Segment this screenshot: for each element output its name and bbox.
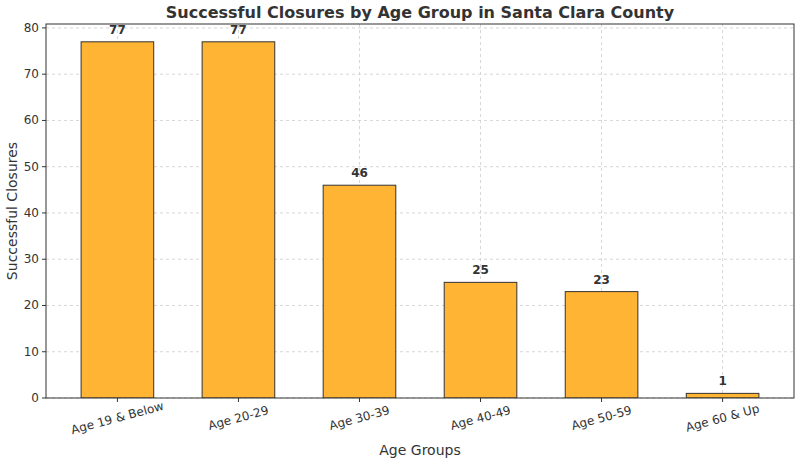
data-label: 77 — [109, 23, 126, 37]
y-axis-label: Successful Closures — [4, 142, 20, 280]
x-tick — [117, 398, 118, 402]
data-label: 46 — [351, 166, 368, 180]
chart-container: 7777462523101020304050607080Age 19 & Bel… — [0, 0, 800, 464]
x-tick — [480, 398, 481, 402]
bar — [81, 42, 154, 398]
x-tick-label: Age 50-59 — [570, 403, 633, 433]
bar — [323, 185, 396, 398]
bars — [81, 42, 759, 398]
y-tick — [42, 351, 46, 352]
y-tick — [42, 259, 46, 260]
y-grid-line — [46, 351, 794, 352]
y-grid-line — [46, 259, 794, 260]
y-tick-label: 70 — [24, 67, 39, 81]
x-tick — [238, 398, 239, 402]
data-label: 77 — [230, 23, 247, 37]
chart-svg: 7777462523101020304050607080Age 19 & Bel… — [0, 0, 800, 464]
y-tick — [42, 120, 46, 121]
bar — [444, 282, 517, 398]
bar — [202, 42, 275, 398]
data-label: 25 — [472, 263, 489, 277]
y-tick-label: 30 — [24, 252, 39, 266]
y-tick-label: 10 — [24, 345, 39, 359]
bar — [686, 393, 759, 398]
x-tick-label: Age 60 & Up — [684, 401, 761, 434]
y-grid-line — [46, 212, 794, 213]
y-grid-line — [46, 120, 794, 121]
y-grid-line — [46, 27, 794, 28]
x-tick-label: Age 19 & Below — [70, 399, 166, 437]
y-tick — [42, 212, 46, 213]
data-label: 1 — [718, 374, 726, 388]
x-tick-label: Age 20-29 — [207, 403, 270, 433]
y-tick — [42, 74, 46, 75]
x-tick — [359, 398, 360, 402]
y-tick-label: 80 — [24, 21, 39, 35]
y-grid-line — [46, 166, 794, 167]
x-tick-label: Age 40-49 — [449, 403, 512, 433]
y-tick — [42, 166, 46, 167]
y-tick-label: 50 — [24, 160, 39, 174]
background — [0, 0, 800, 464]
chart-title: Successful Closures by Age Group in Sant… — [166, 3, 675, 22]
x-tick — [601, 398, 602, 402]
plot-frame — [46, 24, 794, 398]
y-tick — [42, 27, 46, 28]
x-grid-line — [722, 24, 723, 398]
y-grid-line — [46, 305, 794, 306]
y-tick-label: 60 — [24, 113, 39, 127]
y-tick — [42, 305, 46, 306]
y-tick-label: 40 — [24, 206, 39, 220]
bar — [565, 292, 638, 398]
x-axis-label: Age Groups — [379, 442, 460, 458]
y-tick-label: 20 — [24, 298, 39, 312]
y-tick — [42, 398, 46, 399]
y-grid-line — [46, 74, 794, 75]
x-tick — [722, 398, 723, 402]
x-tick-label: Age 30-39 — [328, 403, 391, 433]
data-label: 23 — [593, 273, 610, 287]
y-tick-label: 0 — [31, 391, 39, 405]
